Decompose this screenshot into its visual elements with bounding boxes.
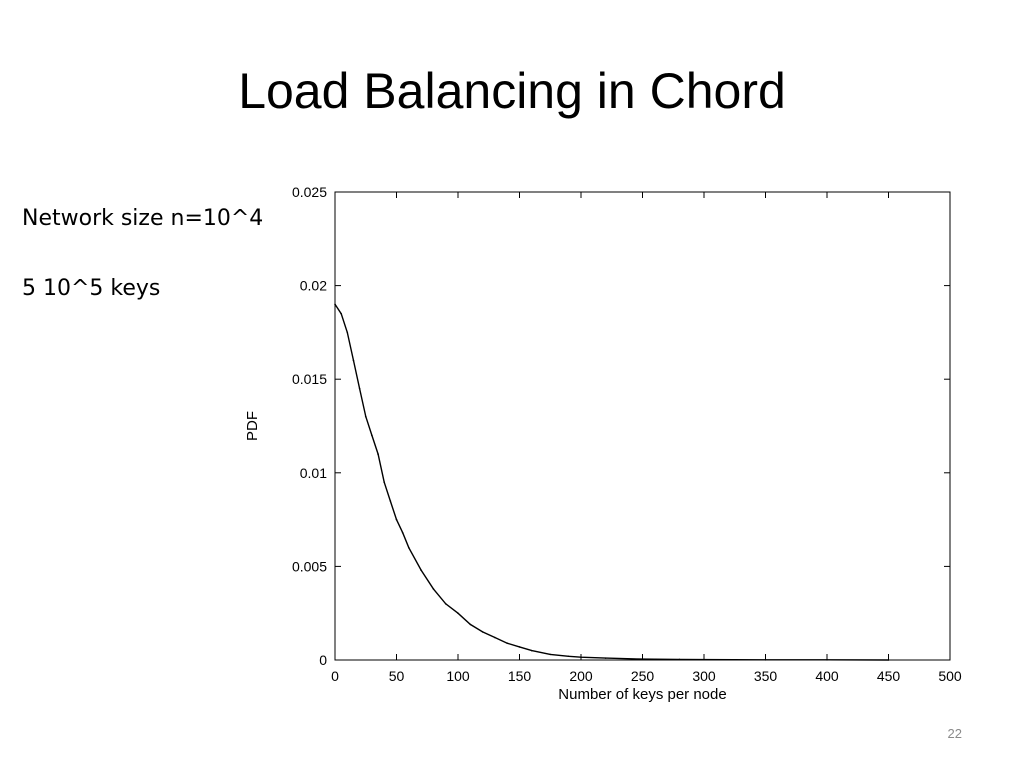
pdf-data-point [506,642,509,644]
x-tick-label: 200 [569,668,593,684]
pdf-data-point [408,546,410,549]
pdf-data-point [518,646,521,648]
y-tick-label: 0.015 [292,371,327,387]
pdf-data-point [389,500,392,502]
pdf-data-point [826,659,828,661]
y-tick-label: 0 [319,652,327,668]
x-tick-label: 150 [508,668,532,684]
pdf-data-point [395,518,398,521]
pdf-data-point [604,657,607,659]
pdf-data-point [420,569,422,571]
pdf-data-point [383,481,385,483]
pdf-chart: 0 50 100 150 200 250 300 350 400 450 500 0 0.005 0.01… [244,184,962,703]
pdf-data-point [444,603,447,605]
pdf-data-point [340,312,342,315]
y-tick-label: 0.01 [300,465,327,481]
pdf-data-point [346,331,349,334]
slide-title: Load Balancing in Chord [238,63,786,119]
pdf-data-point [678,658,681,661]
pdf-data-point [887,659,890,661]
chart-area: 0 50 100 150 200 250 300 350 400 450 500 0 0.005 0.01… [230,175,980,715]
pdf-data-point [481,631,484,633]
pdf-data-point [352,359,355,362]
pdf-data-point [432,588,435,590]
pdf-series-line [334,303,889,661]
pdf-data-point [531,649,533,652]
plot-frame [334,191,951,661]
pdf-data-point [401,531,404,534]
pdf-data-point [371,434,373,437]
y-axis-label: PDF [244,411,261,441]
x-axis-label: Number of keys per node [558,686,726,703]
pdf-data-point [377,453,379,455]
y-tick-label: 0.005 [292,558,327,574]
y-tick-label: 0.02 [300,278,327,294]
y-tick-label: 0.025 [292,184,327,200]
pdf-data-point [457,612,459,614]
pdf-data-point [334,303,336,306]
pdf-data-point [364,415,367,418]
pdf-data-point [703,658,705,661]
x-tick-label: 50 [389,668,405,684]
pdf-data-point [358,387,361,390]
x-tick-label: 400 [815,668,839,684]
network-size-note: Network size n=10^4 [22,206,264,231]
x-tick-label: 450 [877,668,901,684]
pdf-data-point [641,658,644,660]
pdf-data-point [580,656,582,658]
keys-note: 5 10^5 keys [22,276,161,301]
x-tick-label: 500 [938,668,962,684]
x-tick-label: 250 [631,668,655,684]
pdf-data-point [549,653,552,656]
pdf-data-point [469,623,472,626]
pdf-data-point [764,659,767,661]
x-tick-label: 0 [331,668,339,684]
page-number: 22 [947,726,962,741]
x-tick-label: 100 [446,668,470,684]
x-tick-label: 300 [692,668,716,684]
pdf-data-point [494,636,496,639]
x-tick-label: 350 [754,668,778,684]
pdf-data-point [567,655,570,658]
